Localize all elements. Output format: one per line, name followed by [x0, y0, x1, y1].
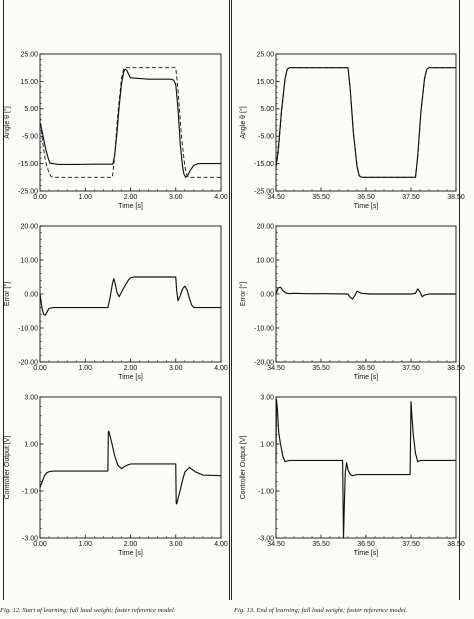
fig12-error-y-tick-label: -10.00 [18, 325, 38, 332]
fig13-controller-output-y-tick-label: -3.00 [258, 535, 274, 542]
fig12-controller-output-y-tick-label: -3.00 [22, 535, 38, 542]
fig12-angle-series-response-line [39, 68, 221, 178]
fig13-error-y-tick-label: -20.00 [254, 359, 274, 366]
column-divider-left [229, 0, 230, 600]
fig13-error-x-axis-label: Time [s] [354, 374, 379, 381]
fig12-angle-x-tick-label: 3.00 [169, 194, 183, 201]
fig12-error-plot-frame [39, 225, 222, 363]
fig12-error-series-response-line [39, 276, 221, 316]
fig13-angle-x-tick-label: 37.50 [402, 194, 420, 201]
fig12-controller-output-x-tick-label: 4.00 [214, 541, 228, 548]
fig12-angle-y-tick-label: -25.00 [18, 188, 38, 195]
fig13-controller-output-x-tick-label: 34.50 [267, 541, 285, 548]
fig13-angle-y-tick-label: -15.00 [254, 161, 274, 168]
fig12-error-y-tick-label: 0.00 [24, 291, 38, 298]
fig13-error-y-tick-label: 0.00 [260, 291, 274, 298]
fig12-controller-output-y-tick-label: 3.00 [24, 394, 38, 401]
fig13-angle-x-tick-label: 36.50 [357, 194, 375, 201]
fig12-angle-x-axis-label: Time [s] [118, 203, 143, 210]
fig12-error-y-tick-label: 20.00 [20, 223, 38, 230]
fig12-controller-output-x-axis-label: Time [s] [118, 550, 143, 557]
fig12-error-x-axis-label: Time [s] [118, 374, 143, 381]
fig13-error-x-tick-label: 37.50 [402, 365, 420, 372]
fig13-error-y-tick-label: 10.00 [256, 257, 274, 264]
fig13-angle-series-response-line [275, 67, 456, 178]
fig12-controller-output-y-tick-label: 1.00 [24, 441, 38, 448]
fig13-controller-output-x-tick-label: 37.50 [402, 541, 420, 548]
fig12-angle-x-tick-label: 2.00 [124, 194, 138, 201]
fig13-error-y-axis-label: Error [°] [239, 282, 247, 306]
fig13-angle-y-tick-label: -5.00 [258, 134, 274, 141]
fig12-angle-y-tick-label: -15.00 [18, 161, 38, 168]
fig12-angle-x-tick-label: 1.00 [78, 194, 92, 201]
fig13-error-y-tick-label: -10.00 [254, 325, 274, 332]
fig13-controller-output-x-axis-label: Time [s] [354, 550, 379, 557]
fig12-angle-y-tick-label: 15.00 [20, 79, 38, 86]
figure-13-caption: Fig. 13. End of learning; full load weig… [234, 607, 408, 614]
fig13-angle-y-tick-label: 15.00 [256, 79, 274, 86]
fig12-error-y-tick-label: 10.00 [20, 257, 38, 264]
fig13-error-y-tick-label: 20.00 [256, 223, 274, 230]
fig13-controller-output-y-tick-label: 1.00 [260, 441, 274, 448]
fig12-error-x-tick-label: 3.00 [169, 365, 183, 372]
fig13-controller-output-y-tick-label: -1.00 [258, 488, 274, 495]
fig12-controller-output-plot-frame [39, 396, 222, 539]
left-column-border [3, 0, 4, 600]
figure-12-caption: Fig. 12. Start of learning; full load we… [0, 607, 176, 614]
fig12-error-y-axis-label: Error [°] [3, 282, 11, 306]
fig12-angle-y-tick-label: 5.00 [24, 106, 38, 113]
fig13-angle-x-tick-label: 35.50 [312, 194, 330, 201]
fig13-error-series-response-line [275, 286, 456, 300]
fig12-angle-plot-frame [39, 53, 222, 192]
fig12-controller-output-series-response-line [39, 430, 222, 505]
fig13-error-x-tick-label: 38.50 [447, 365, 465, 372]
fig12-error-y-tick-label: -20.00 [18, 359, 38, 366]
fig13-angle-y-tick-label: 5.00 [260, 106, 274, 113]
fig13-controller-output-x-tick-label: 38.50 [447, 541, 465, 548]
fig12-error-x-tick-label: 2.00 [124, 365, 138, 372]
fig13-angle-series-reference-line [275, 67, 456, 178]
fig13-angle-y-tick-label: 25.00 [256, 51, 274, 58]
fig12-angle-series-reference-line [39, 67, 221, 178]
fig12-controller-output-x-tick-label: 3.00 [169, 541, 183, 548]
right-column-border [459, 0, 460, 600]
fig12-controller-output-y-tick-label: -1.00 [22, 488, 38, 495]
fig13-controller-output-x-tick-label: 36.50 [357, 541, 375, 548]
fig13-error-x-tick-label: 34.50 [267, 365, 285, 372]
fig12-controller-output-y-axis-label: Controller Output [V] [4, 436, 11, 500]
fig13-controller-output-plot-frame [275, 396, 457, 539]
fig13-angle-y-tick-label: -25.00 [254, 188, 274, 195]
fig13-angle-x-tick-label: 34.50 [267, 194, 285, 201]
fig12-error-x-tick-label: 1.00 [78, 365, 92, 372]
fig13-controller-output-y-axis-label: Controller Output [V] [240, 436, 247, 500]
fig13-controller-output-y-tick-label: 3.00 [260, 394, 274, 401]
fig12-controller-output-x-tick-label: 2.00 [124, 541, 138, 548]
fig13-error-x-tick-label: 35.50 [312, 365, 330, 372]
fig13-controller-output-x-tick-label: 35.50 [312, 541, 330, 548]
column-divider-right [231, 0, 232, 600]
fig12-error-x-tick-label: 4.00 [214, 365, 228, 372]
fig12-angle-x-tick-label: 0.00 [33, 194, 47, 201]
fig13-angle-plot-frame [275, 53, 457, 192]
fig12-controller-output-x-tick-label: 1.00 [78, 541, 92, 548]
fig12-angle-x-tick-label: 4.00 [214, 194, 228, 201]
fig13-error-x-tick-label: 36.50 [357, 365, 375, 372]
fig12-angle-y-tick-label: 25.00 [20, 51, 38, 58]
fig12-error-x-tick-label: 0.00 [33, 365, 47, 372]
fig13-angle-x-axis-label: Time [s] [354, 203, 379, 210]
fig13-angle-y-axis-label: Angle θ [°] [239, 106, 247, 138]
fig12-angle-y-axis-label: Angle θ [°] [3, 106, 11, 138]
fig13-controller-output-series-response-line [275, 398, 456, 539]
fig12-controller-output-x-tick-label: 0.00 [33, 541, 47, 548]
fig13-angle-x-tick-label: 38.50 [447, 194, 465, 201]
fig12-angle-y-tick-label: -5.00 [22, 134, 38, 141]
